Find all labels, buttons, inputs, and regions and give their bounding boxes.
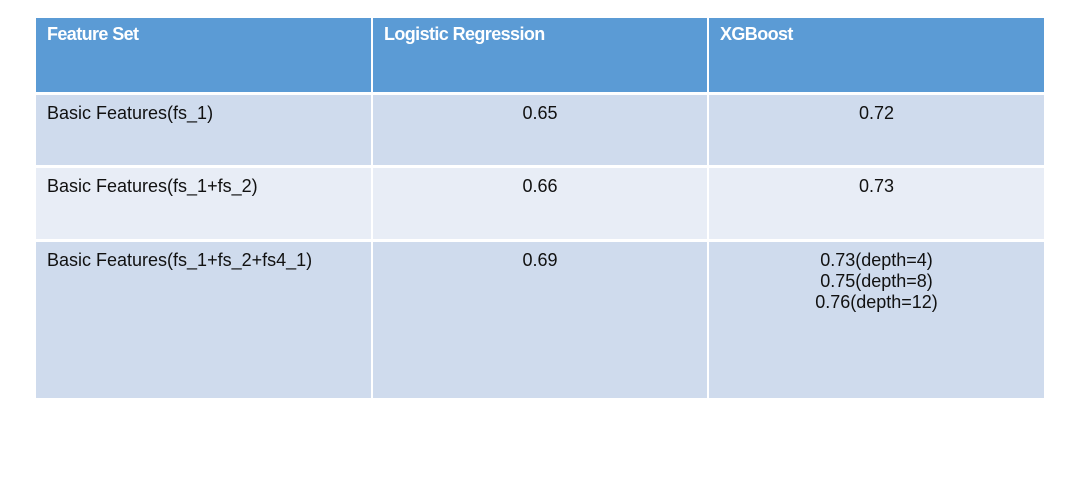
xgboost-cell: 0.73 (708, 166, 1044, 242)
logistic-regression-cell: 0.65 (372, 93, 709, 168)
logistic-regression-cell: 0.66 (372, 166, 709, 242)
feature-set-cell: Basic Features(fs_1+fs_2) (36, 166, 373, 242)
header-xgboost: XGBoost (708, 18, 1044, 95)
results-table: Feature Set Logistic Regression XGBoost … (36, 18, 1044, 398)
table-row: Basic Features(fs_1+fs_2+fs4_1) 0.69 0.7… (36, 240, 1044, 398)
table-row: Basic Features(fs_1+fs_2) 0.66 0.73 (36, 166, 1044, 242)
xgboost-value: 0.72 (858, 102, 895, 123)
feature-set-cell: Basic Features(fs_1+fs_2+fs4_1) (36, 240, 373, 398)
xgboost-value-depth-12: 0.76(depth=12) (815, 291, 938, 312)
header-feature-set: Feature Set (36, 18, 373, 95)
feature-set-cell: Basic Features(fs_1) (36, 93, 373, 168)
xgboost-cell: 0.72 (708, 93, 1044, 168)
xgboost-value-depth-8: 0.75(depth=8) (820, 270, 933, 291)
xgboost-value: 0.73 (858, 175, 895, 196)
logistic-regression-cell: 0.69 (372, 240, 709, 398)
xgboost-value-depth-4: 0.73(depth=4) (820, 249, 933, 270)
table-row: Basic Features(fs_1) 0.65 0.72 (36, 93, 1044, 168)
xgboost-cell: 0.73(depth=4) 0.75(depth=8) 0.76(depth=1… (708, 240, 1044, 398)
header-logistic-regression: Logistic Regression (372, 18, 709, 95)
header-row: Feature Set Logistic Regression XGBoost (36, 18, 1044, 95)
